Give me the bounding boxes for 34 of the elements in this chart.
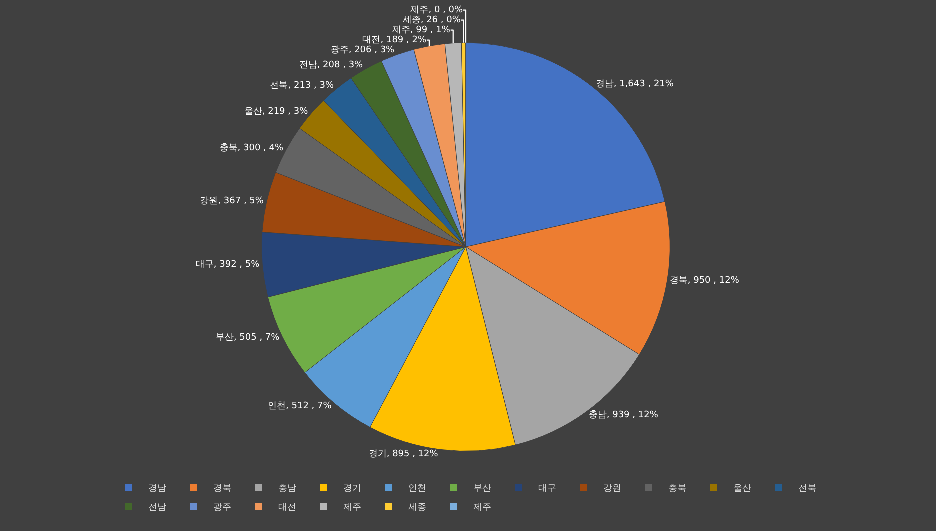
data-label: 경북, 950 , 12% [670,276,740,286]
legend-label: 전북 [798,484,816,494]
legend-label: 광주 [214,503,232,514]
data-label: 대구, 392 , 5% [196,260,260,270]
legend-label: 경기 [344,484,362,494]
data-label: 울산, 219 , 3% [244,106,309,117]
data-label: 인천, 512 , 7% [268,401,332,412]
legend-label: 경남 [148,484,166,494]
data-label: 전북, 213 , 3% [270,80,334,91]
data-label: 대전, 189 , 2% [362,35,427,46]
legend-label: 제주 [344,503,362,514]
legend-label: 제주 [474,503,492,514]
legend-label: 경북 [214,484,232,494]
legend-label: 대전 [278,503,296,514]
data-label: 제주, 99 , 1% [392,25,451,36]
legend-label: 세종 [408,503,426,514]
legend-label: 강원 [604,484,622,494]
data-label: 충북, 300 , 4% [220,144,284,154]
legend-label: 대구 [538,484,556,494]
legend-label: 충북 [668,484,686,494]
legend-label: 충남 [278,484,296,494]
data-label: 세종, 26 , 0% [402,15,462,26]
data-label: 충남, 939 , 12% [588,410,659,420]
legend-label: 인천 [408,484,426,494]
legend-label: 부산 [474,484,492,494]
data-label: 경남, 1,643 , 21% [596,79,674,90]
data-label: 강원, 367 , 5% [200,196,264,207]
text: 제주, 0 , 0% [410,5,464,16]
legend-label: 전남 [148,503,166,514]
legend-label: 울산 [734,484,752,494]
data-label: 전남, 208 , 3% [299,60,364,70]
data-label: 광주, 206 , 3% [330,45,396,56]
data-label: 경기, 895 , 12% [368,450,439,460]
data-label: 부산, 505 , 7% [216,332,280,343]
